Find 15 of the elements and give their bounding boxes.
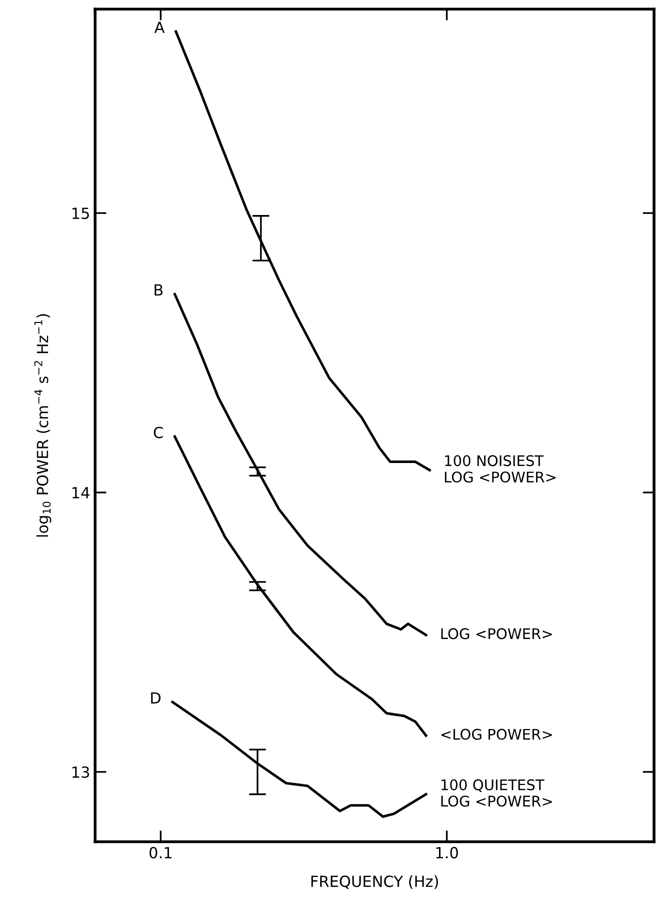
annotation: D — [151, 692, 161, 704]
y-tick-label: 13 — [72, 766, 90, 778]
annotation: A — [154, 22, 165, 33]
x-tick-label: 0.1 — [150, 846, 172, 858]
y-tick-label: 14 — [72, 487, 90, 498]
annotation: C — [154, 426, 163, 438]
series-label: <LOG POWER> — [441, 728, 552, 740]
series-label: 100 QUIETEST LOG <POWER> — [441, 779, 552, 807]
text: log$_{10}$ POWER (cm$^{−4}$ s$^{−2}$ Hz$^{−1}$) — [34, 314, 52, 537]
x-axis-title: FREQUENCY (Hz) — [311, 875, 438, 889]
series-label: 100 NOISIEST LOG <POWER> — [444, 455, 556, 483]
series-label: LOG <POWER> — [441, 628, 552, 640]
annotation: B — [154, 284, 163, 296]
y-tick-label: 15 — [72, 208, 89, 220]
x-tick-label: 1.0 — [436, 846, 458, 858]
